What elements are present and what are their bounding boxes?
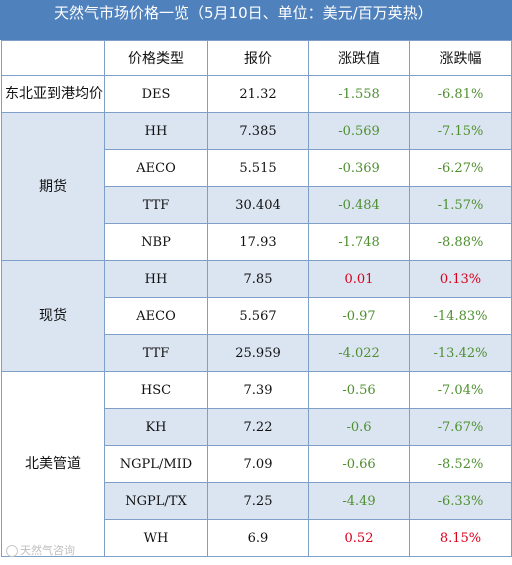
header-pct: 涨跌幅 — [409, 40, 512, 76]
type-cell: AECO — [104, 297, 208, 335]
pct-cell: -13.42% — [409, 334, 512, 372]
type-cell: HH — [104, 112, 208, 150]
pct-cell: -6.27% — [409, 149, 512, 187]
table-row: NBP 17.93 -1.748 -8.88% — [2, 223, 512, 261]
change-cell: -0.97 — [308, 297, 410, 335]
group-label: 东北亚到港均价 — [1, 75, 105, 113]
type-cell: KH — [104, 408, 208, 446]
price-cell: 21.32 — [207, 75, 309, 113]
change-cell: 0.01 — [308, 260, 410, 298]
price-cell: 7.25 — [207, 482, 309, 520]
type-cell: NBP — [104, 223, 208, 261]
change-cell: -1.748 — [308, 223, 410, 261]
price-cell: 7.39 — [207, 371, 309, 409]
pct-cell: -7.04% — [409, 371, 512, 409]
table-row: NGPL/MID 7.09 -0.66 -8.52% — [2, 445, 512, 483]
header-price: 报价 — [207, 40, 309, 76]
change-cell: -4.49 — [308, 482, 410, 520]
table-row: 东北亚到港均价 DES 21.32 -1.558 -6.81% — [1, 75, 512, 113]
watermark: 天然气咨询 — [6, 542, 75, 558]
type-cell: AECO — [104, 149, 208, 187]
pct-cell: -6.81% — [409, 75, 512, 113]
change-cell: -0.369 — [308, 149, 410, 187]
type-cell: TTF — [104, 186, 208, 224]
table-row: TTF 30.404 -0.484 -1.57% — [2, 186, 512, 224]
change-cell: -0.56 — [308, 371, 410, 409]
pct-cell: -8.88% — [409, 223, 512, 261]
change-cell: -0.6 — [308, 408, 410, 446]
pct-cell: 0.13% — [409, 260, 512, 298]
type-cell: DES — [104, 75, 208, 113]
price-cell: 7.22 — [207, 408, 309, 446]
change-cell: -0.484 — [308, 186, 410, 224]
pct-cell: -7.15% — [409, 112, 512, 150]
table-header-row: 价格类型 报价 涨跌值 涨跌幅 — [1, 40, 512, 76]
pct-cell: 8.15% — [409, 519, 512, 557]
pct-cell: -7.67% — [409, 408, 512, 446]
table-row: NGPL/TX 7.25 -4.49 -6.33% — [2, 482, 512, 520]
type-cell: HSC — [104, 371, 208, 409]
group-label: 期货 — [1, 112, 105, 261]
watermark-logo-icon — [6, 545, 18, 557]
price-cell: 7.09 — [207, 445, 309, 483]
change-cell: -0.569 — [308, 112, 410, 150]
price-cell: 5.515 — [207, 149, 309, 187]
table-row: 北美管道 HSC 7.39 -0.56 -7.04% — [1, 371, 512, 557]
change-cell: 0.52 — [308, 519, 410, 557]
price-cell: 7.385 — [207, 112, 309, 150]
header-group-cell — [1, 40, 105, 76]
header-change: 涨跌值 — [308, 40, 410, 76]
table-row: WH 6.9 0.52 8.15% — [2, 519, 512, 557]
change-cell: -1.558 — [308, 75, 410, 113]
pct-cell: -14.83% — [409, 297, 512, 335]
price-cell: 7.85 — [207, 260, 309, 298]
price-cell: 30.404 — [207, 186, 309, 224]
change-cell: -0.66 — [308, 445, 410, 483]
table-row: AECO 5.515 -0.369 -6.27% — [2, 149, 512, 187]
type-cell: WH — [104, 519, 208, 557]
price-cell: 17.93 — [207, 223, 309, 261]
pct-cell: -8.52% — [409, 445, 512, 483]
type-cell: NGPL/MID — [104, 445, 208, 483]
table-row: AECO 5.567 -0.97 -14.83% — [2, 297, 512, 335]
table-row: TTF 25.959 -4.022 -13.42% — [2, 334, 512, 372]
change-cell: -4.022 — [308, 334, 410, 372]
table-row: 现货 HH 7.85 0.01 0.13% — [1, 260, 512, 372]
price-table: 价格类型 报价 涨跌值 涨跌幅 东北亚到港均价 DES 21.32 -1.558 -6.… — [1, 40, 512, 557]
price-cell: 25.959 — [207, 334, 309, 372]
type-cell: TTF — [104, 334, 208, 372]
type-cell: HH — [104, 260, 208, 298]
watermark-text: 天然气咨询 — [20, 544, 75, 557]
header-type: 价格类型 — [104, 40, 208, 76]
table-row: 期货 HH 7.385 -0.569 -7.15% — [1, 112, 512, 261]
page-title: 天然气市场价格一览（5月10日、单位：美元/百万英热） — [0, 0, 512, 40]
table-row: KH 7.22 -0.6 -7.67% — [2, 408, 512, 446]
pct-cell: -1.57% — [409, 186, 512, 224]
price-cell: 6.9 — [207, 519, 309, 557]
type-cell: NGPL/TX — [104, 482, 208, 520]
group-label: 北美管道 — [1, 371, 105, 557]
price-cell: 5.567 — [207, 297, 309, 335]
group-label: 现货 — [1, 260, 105, 372]
pct-cell: -6.33% — [409, 482, 512, 520]
